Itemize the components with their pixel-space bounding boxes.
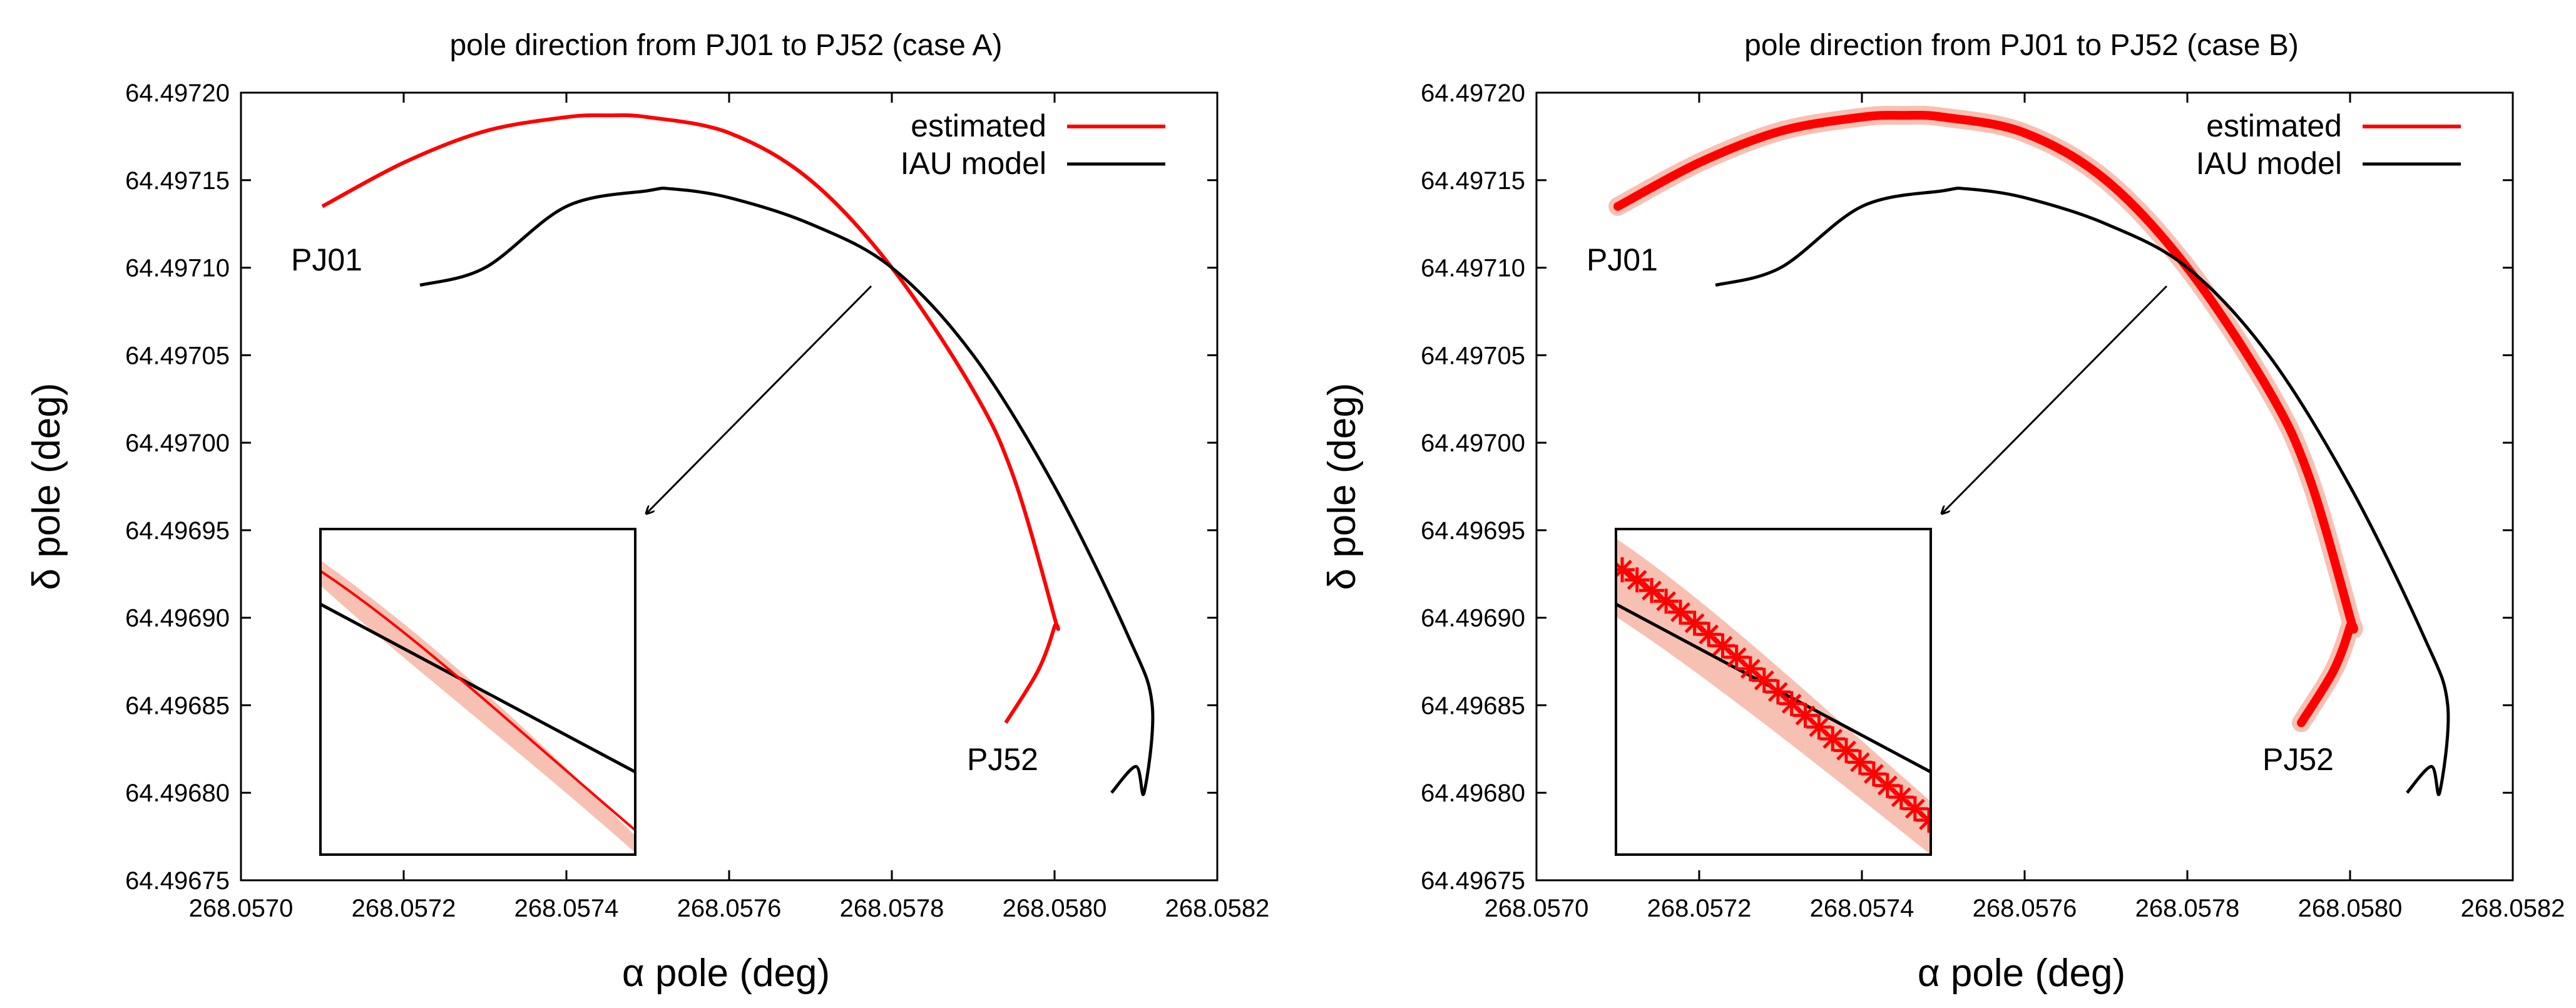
chart-title: pole direction from PJ01 to PJ52 (case B… (1744, 29, 2299, 62)
x-tick-label: 268.0570 (1485, 895, 1589, 922)
star-marker (1751, 667, 1777, 693)
y-tick-label: 64.49715 (1421, 167, 1525, 195)
inset-zoom (319, 528, 636, 856)
series-line-estimated (321, 113, 1060, 724)
data-series (321, 113, 1155, 796)
y-tick-label: 64.49675 (125, 867, 230, 895)
x-tick-label: 268.0582 (2461, 895, 2565, 922)
star-marker (1616, 557, 1635, 582)
y-tick-label: 64.49685 (125, 692, 230, 719)
y-tick-label: 64.49695 (1421, 517, 1525, 545)
series-line-iau-model (1715, 187, 2450, 796)
y-tick-label: 64.49680 (1421, 779, 1525, 807)
star-marker (1668, 599, 1693, 625)
legend-label-estimated: estimated (2206, 108, 2342, 143)
star-marker (1779, 691, 1804, 716)
series-line-estimated (1613, 110, 2358, 728)
x-tick-label: 268.0578 (840, 895, 944, 922)
star-marker (1847, 749, 1873, 775)
star-marker (1916, 808, 1931, 833)
x-tick-label: 268.0580 (2298, 895, 2403, 922)
inset-frame (319, 528, 636, 856)
y-tick-label: 64.49685 (1421, 692, 1525, 719)
y-tick-label: 64.49710 (125, 255, 230, 282)
x-tick-label: 268.0572 (352, 895, 456, 922)
annotation-pj01: PJ01 (291, 242, 362, 277)
y-axis-ticks: 64.49675 64.49680 64.49685 64.49690 64.49695… (125, 80, 1217, 895)
x-tick-label: 268.0576 (1973, 895, 2077, 922)
zoom-arrow (647, 285, 872, 513)
annotation-pj52: PJ52 (967, 742, 1038, 777)
x-tick-label: 268.0578 (2135, 895, 2240, 922)
star-marker (1888, 784, 1914, 810)
y-tick-label: 64.49690 (125, 605, 230, 632)
legend-label-estimated: estimated (911, 108, 1046, 143)
y-tick-label: 64.49720 (1421, 80, 1525, 107)
star-marker (1834, 738, 1859, 763)
x-axis-ticks: 268.0570 268.0572 268.0574 268.0576 268.0578… (1485, 93, 2565, 922)
chart-title: pole direction from PJ01 to PJ52 (case A… (449, 29, 1002, 62)
x-tick-label: 268.0570 (189, 895, 294, 922)
star-marker (1806, 714, 1832, 740)
inset-frame (1615, 528, 1932, 856)
y-tick-label: 64.49700 (1421, 429, 1525, 457)
star-marker (1682, 610, 1707, 636)
x-tick-label: 268.0576 (677, 895, 782, 922)
y-axis-label: δ pole (deg) (1321, 383, 1364, 590)
y-tick-label: 64.49715 (125, 167, 230, 195)
star-marker (1902, 796, 1928, 821)
star-marker (1737, 656, 1763, 682)
x-axis-label: α pole (deg) (622, 952, 830, 995)
legend-label-iau-model: IAU model (901, 146, 1046, 181)
x-tick-label: 268.0574 (514, 895, 619, 922)
annotation-pj52: PJ52 (2262, 742, 2334, 777)
y-axis-label: δ pole (deg) (25, 383, 68, 590)
x-tick-label: 268.0574 (1810, 895, 1914, 922)
star-marker (1724, 644, 1749, 670)
star-marker (1820, 726, 1846, 752)
x-axis-label: α pole (deg) (1918, 952, 2125, 995)
star-marker (1696, 622, 1722, 647)
star-marker (1639, 578, 1664, 604)
series-line-iau-model (419, 187, 1155, 796)
star-marker (1710, 633, 1735, 659)
x-axis-ticks: 268.0570 268.0572 268.0574 268.0576 268.0578… (189, 93, 1270, 922)
inset-star-markers (1616, 557, 1931, 833)
x-tick-label: 268.0582 (1165, 895, 1270, 922)
y-axis-ticks: 64.49675 64.49680 64.49685 64.49690 64.49695… (1421, 80, 2513, 895)
chart-panel-case-b: pole direction from PJ01 to PJ52 (case B… (1321, 29, 2565, 995)
y-tick-label: 64.49680 (125, 779, 230, 807)
star-marker (1624, 567, 1650, 593)
inset-estimated-line (320, 570, 635, 831)
zoom-arrow (1942, 285, 2168, 513)
star-marker (1765, 679, 1791, 705)
star-marker (1861, 761, 1886, 787)
y-tick-label: 64.49690 (1421, 605, 1525, 632)
y-tick-label: 64.49710 (1421, 255, 1525, 282)
inset-uncertainty-band (320, 560, 635, 853)
data-series (1608, 105, 2450, 796)
inset-iau-line (320, 602, 635, 774)
y-tick-label: 64.49705 (1421, 342, 1525, 369)
chart-panel-case-a: pole direction from PJ01 to PJ52 (case A… (25, 29, 1269, 995)
y-tick-label: 64.49720 (125, 80, 230, 107)
y-tick-label: 64.49675 (1421, 867, 1525, 895)
inset-zoom (1615, 528, 1932, 856)
annotation-pj01: PJ01 (1587, 242, 1658, 277)
x-tick-label: 268.0572 (1647, 895, 1752, 922)
star-marker (1792, 702, 1818, 728)
legend: estimated IAU model (2196, 108, 2461, 181)
y-tick-label: 64.49695 (125, 517, 230, 545)
legend: estimated IAU model (901, 108, 1165, 181)
legend-label-iau-model: IAU model (2196, 146, 2342, 181)
x-tick-label: 268.0580 (1003, 895, 1107, 922)
star-marker (1874, 773, 1900, 798)
y-tick-label: 64.49705 (125, 342, 230, 369)
star-marker (1653, 589, 1679, 614)
y-tick-label: 64.49700 (125, 429, 230, 457)
